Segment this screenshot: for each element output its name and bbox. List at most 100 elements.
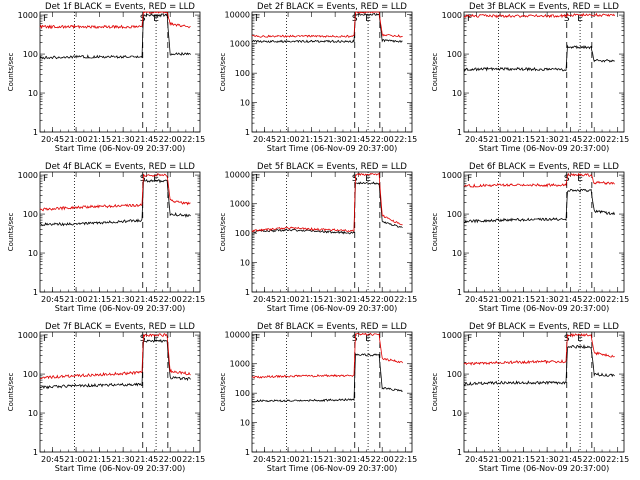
x-tick-label: 20:45 <box>465 295 488 304</box>
x-tick-label: 22:15 <box>606 135 629 144</box>
x-tick-label: 21:15 <box>512 295 535 304</box>
x-tick-label: 22:15 <box>394 135 417 144</box>
y-tick-label: 1 <box>457 288 462 297</box>
panel-title: Det 2f BLACK = Events, RED = LLD <box>257 2 407 12</box>
x-tick-label: 21:00 <box>65 455 88 464</box>
x-tick-label: 21:30 <box>112 455 135 464</box>
panel-title: Det 6f BLACK = Events, RED = LLD <box>469 162 619 172</box>
panel-title: Det 4f BLACK = Events, RED = LLD <box>45 162 195 172</box>
x-tick-label: 21:15 <box>88 295 111 304</box>
x-tick-label: 21:30 <box>112 135 135 144</box>
x-axis-label: Start Time (06-Nov-09 20:37:00) <box>55 304 185 313</box>
x-axis-label: Start Time (06-Nov-09 20:37:00) <box>267 144 397 153</box>
x-tick-label: 21:00 <box>489 295 512 304</box>
y-tick-label: 10 <box>240 419 250 428</box>
detector-panel: Det 1f BLACK = Events, RED = LLD 1 10 100 10… <box>7 2 205 153</box>
x-tick-label: 20:45 <box>41 295 64 304</box>
events-series-line <box>463 44 615 72</box>
y-tick-label: 1000 <box>18 171 38 180</box>
x-axis-label: Start Time (06-Nov-09 20:37:00) <box>479 144 609 153</box>
marker-e: E <box>153 174 159 184</box>
y-axis-label: Counts/sec <box>7 373 15 412</box>
y-tick-label: 1000 <box>18 11 38 20</box>
x-tick-label: 22:15 <box>394 455 417 464</box>
x-tick-label: 21:30 <box>536 455 559 464</box>
x-tick-label: 21:30 <box>324 455 347 464</box>
y-tick-label: 10 <box>452 249 462 258</box>
x-tick-label: 21:45 <box>559 135 582 144</box>
lld-series-line <box>463 333 615 366</box>
y-tick-label: 10000 <box>225 330 250 339</box>
y-tick-label: 1000 <box>442 331 462 340</box>
plot-frame <box>251 331 413 453</box>
x-tick-label: 21:15 <box>300 295 323 304</box>
marker-f: F <box>43 334 48 344</box>
detector-panel: Det 2f BLACK = Events, RED = LLD 1 10 100 10… <box>219 2 417 153</box>
x-axis-label: Start Time (06-Nov-09 20:37:00) <box>479 464 609 473</box>
y-tick-label: 1 <box>457 448 462 457</box>
marker-e: E <box>365 334 371 344</box>
marker-f: F <box>43 174 48 184</box>
x-tick-label: 22:00 <box>583 135 606 144</box>
plot-frame <box>463 11 625 133</box>
y-axis-label: Counts/sec <box>219 373 227 412</box>
panel-title: Det 1f BLACK = Events, RED = LLD <box>45 2 195 12</box>
x-tick-label: 20:45 <box>253 455 276 464</box>
marker-s: S <box>352 174 358 184</box>
y-tick-label: 100 <box>23 50 38 59</box>
x-tick-label: 22:15 <box>606 455 629 464</box>
detector-panel: Det 9f BLACK = Events, RED = LLD 1 10 100 10… <box>431 322 629 473</box>
marker-e: E <box>365 14 371 24</box>
y-axis-label: Counts/sec <box>431 213 439 252</box>
detector-panel: Det 4f BLACK = Events, RED = LLD 1 10 100 10… <box>7 162 205 313</box>
y-tick-label: 1 <box>245 448 250 457</box>
x-tick-label: 21:00 <box>277 295 300 304</box>
marker-s: S <box>140 334 146 344</box>
lld-series-line <box>251 11 403 38</box>
x-tick-label: 20:45 <box>41 135 64 144</box>
y-tick-label: 10 <box>452 409 462 418</box>
detector-panel: Det 7f BLACK = Events, RED = LLD 1 10 100 10… <box>7 322 205 473</box>
plot-frame <box>463 331 625 453</box>
panel-title: Det 7f BLACK = Events, RED = LLD <box>45 322 195 332</box>
panel-title: Det 8f BLACK = Events, RED = LLD <box>257 322 407 332</box>
plot-frame <box>463 171 625 293</box>
x-tick-label: 22:15 <box>182 455 205 464</box>
y-tick-label: 1 <box>33 288 38 297</box>
y-tick-label: 1 <box>33 128 38 137</box>
x-tick-label: 21:30 <box>536 135 559 144</box>
detector-panel: Det 3f BLACK = Events, RED = LLD 1 10 100 10… <box>431 2 629 153</box>
marker-f: F <box>467 334 472 344</box>
x-tick-label: 21:00 <box>489 135 512 144</box>
marker-f: F <box>43 14 48 24</box>
x-axis-label: Start Time (06-Nov-09 20:37:00) <box>55 144 185 153</box>
y-tick-label: 1 <box>33 448 38 457</box>
x-tick-label: 21:30 <box>324 295 347 304</box>
x-tick-label: 21:15 <box>88 135 111 144</box>
y-tick-label: 100 <box>447 50 462 59</box>
y-axis-label: Counts/sec <box>431 373 439 412</box>
marker-e: E <box>577 14 583 24</box>
y-tick-label: 1000 <box>230 360 250 369</box>
x-tick-label: 21:45 <box>347 135 370 144</box>
marker-s: S <box>564 14 570 24</box>
x-axis-label: Start Time (06-Nov-09 20:37:00) <box>267 464 397 473</box>
x-axis-label: Start Time (06-Nov-09 20:37:00) <box>55 464 185 473</box>
x-tick-label: 21:15 <box>300 455 323 464</box>
x-tick-label: 21:30 <box>112 295 135 304</box>
events-series-line <box>39 338 191 390</box>
x-tick-label: 20:45 <box>465 135 488 144</box>
y-axis-label: Counts/sec <box>7 53 15 92</box>
lld-series-line <box>39 333 191 380</box>
events-series-line <box>251 352 403 403</box>
plot-frame <box>39 331 201 453</box>
plot-frame <box>39 11 201 133</box>
x-axis-label: Start Time (06-Nov-09 20:37:00) <box>267 304 397 313</box>
x-tick-label: 21:45 <box>135 455 158 464</box>
x-tick-label: 21:45 <box>347 295 370 304</box>
marker-e: E <box>577 334 583 344</box>
x-tick-label: 22:00 <box>371 135 394 144</box>
x-tick-label: 21:45 <box>559 295 582 304</box>
marker-f: F <box>255 174 260 184</box>
